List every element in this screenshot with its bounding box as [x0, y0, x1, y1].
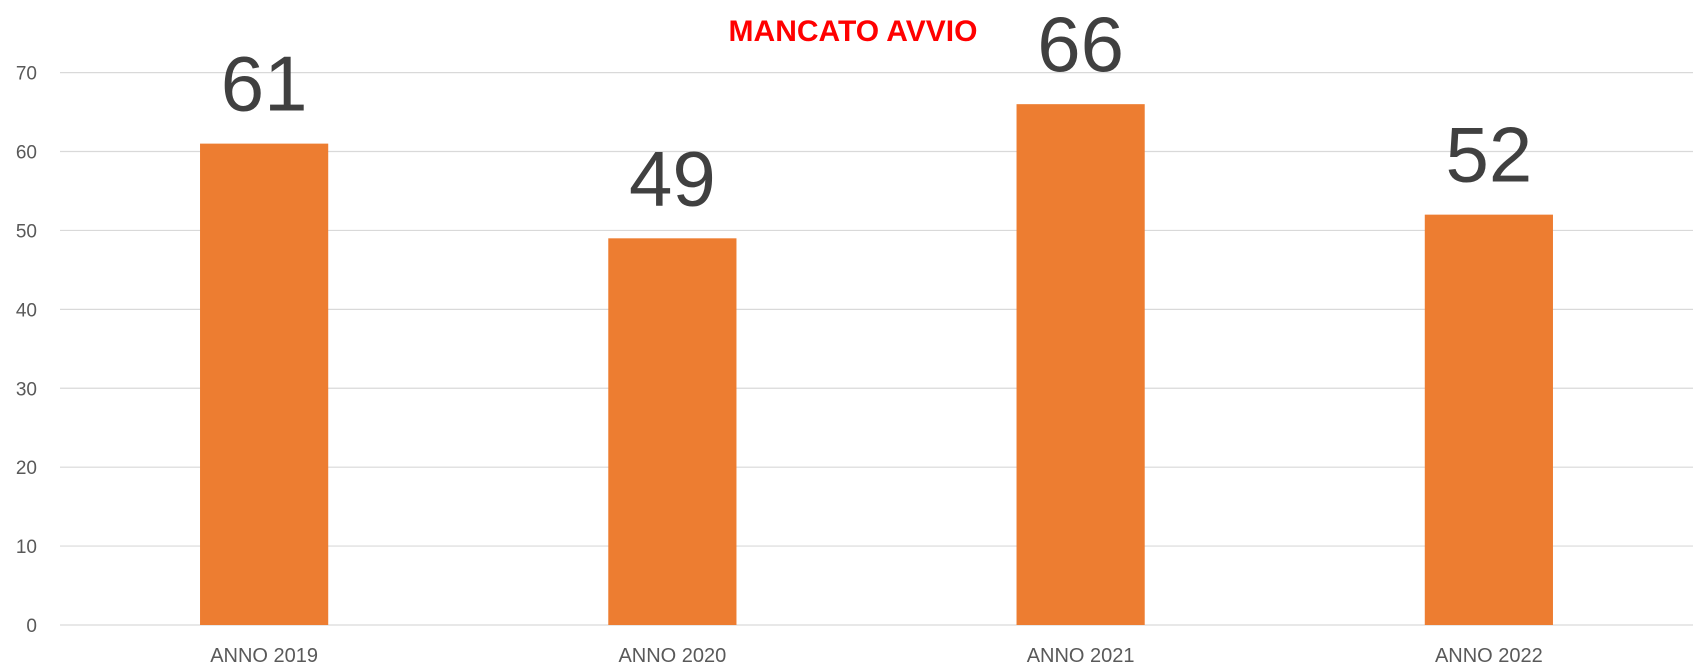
bar — [608, 238, 737, 625]
x-tick-label: ANNO 2020 — [618, 645, 726, 667]
x-tick-label: ANNO 2022 — [1435, 645, 1543, 667]
x-tick-label: ANNO 2021 — [1027, 645, 1135, 667]
bar — [200, 143, 329, 625]
x-tick-label: ANNO 2019 — [210, 645, 318, 667]
y-tick-label: 40 — [16, 300, 37, 321]
data-label: 49 — [629, 134, 716, 222]
bar — [1016, 104, 1145, 625]
y-tick-label: 50 — [16, 221, 37, 242]
data-label: 61 — [221, 40, 308, 128]
y-tick-label: 70 — [16, 64, 37, 85]
chart-title: MANCATO AVVIO — [729, 15, 978, 48]
bar — [1424, 214, 1553, 625]
y-tick-label: 60 — [16, 143, 37, 164]
data-label: 52 — [1445, 111, 1532, 199]
data-label: 66 — [1037, 0, 1124, 88]
y-tick-label: 20 — [16, 458, 37, 479]
y-tick-label: 30 — [16, 379, 37, 400]
y-tick-label: 0 — [26, 616, 37, 637]
y-tick-label: 10 — [16, 537, 37, 558]
